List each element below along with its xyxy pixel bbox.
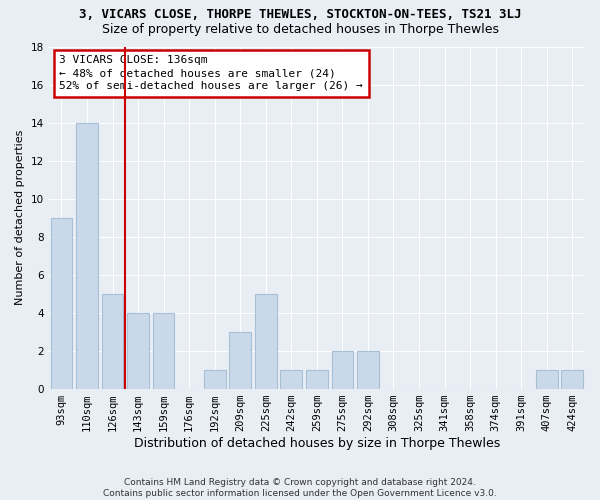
Text: Size of property relative to detached houses in Thorpe Thewles: Size of property relative to detached ho… [101, 22, 499, 36]
Text: 3, VICARS CLOSE, THORPE THEWLES, STOCKTON-ON-TEES, TS21 3LJ: 3, VICARS CLOSE, THORPE THEWLES, STOCKTO… [79, 8, 521, 20]
Bar [127, 313, 149, 389]
Bar [536, 370, 557, 389]
Bar [229, 332, 251, 389]
Text: 3 VICARS CLOSE: 136sqm
← 48% of detached houses are smaller (24)
52% of semi-det: 3 VICARS CLOSE: 136sqm ← 48% of detached… [59, 55, 363, 92]
Bar [280, 370, 302, 389]
Bar [255, 294, 277, 389]
Bar [562, 370, 583, 389]
Bar [357, 351, 379, 389]
Bar [101, 294, 124, 389]
Bar [153, 313, 175, 389]
Bar [332, 351, 353, 389]
Text: Contains HM Land Registry data © Crown copyright and database right 2024.
Contai: Contains HM Land Registry data © Crown c… [103, 478, 497, 498]
X-axis label: Distribution of detached houses by size in Thorpe Thewles: Distribution of detached houses by size … [134, 437, 500, 450]
Y-axis label: Number of detached properties: Number of detached properties [15, 130, 25, 306]
Bar [76, 122, 98, 389]
Bar [306, 370, 328, 389]
Bar [204, 370, 226, 389]
Bar [50, 218, 72, 389]
